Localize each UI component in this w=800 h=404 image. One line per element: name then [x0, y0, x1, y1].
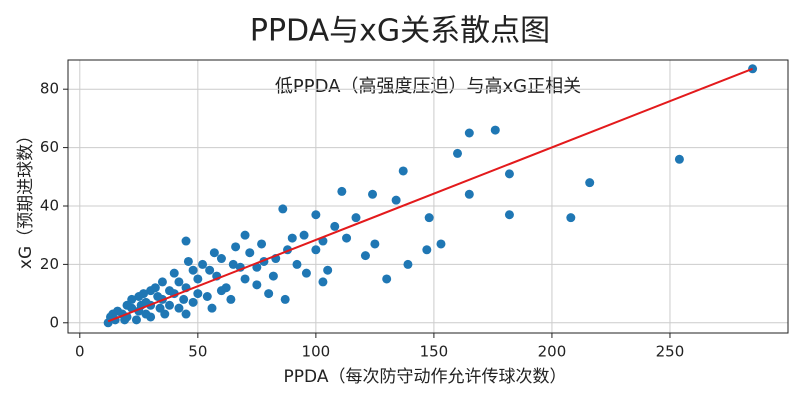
point	[153, 292, 163, 302]
y-tick-label: 20	[40, 255, 59, 273]
point	[127, 294, 137, 304]
point	[382, 274, 392, 284]
point	[165, 286, 175, 296]
point	[150, 283, 160, 293]
point	[370, 239, 380, 249]
point	[464, 189, 474, 199]
point	[403, 259, 413, 269]
point	[181, 236, 191, 246]
point	[504, 210, 514, 220]
point	[207, 303, 217, 313]
point	[301, 268, 311, 278]
chart-title: PPDA与xG关系散点图	[250, 14, 550, 49]
point	[311, 245, 321, 255]
point	[169, 268, 179, 278]
plot-frame	[67, 59, 789, 334]
point	[453, 148, 463, 158]
point	[311, 210, 321, 220]
point	[216, 254, 226, 264]
point	[287, 233, 297, 243]
point	[278, 204, 288, 214]
point	[330, 221, 340, 231]
y-tick-label: 0	[49, 313, 59, 331]
point	[585, 178, 595, 188]
point	[165, 300, 175, 310]
point	[209, 248, 219, 258]
x-tick-label: 50	[188, 343, 207, 361]
y-tick-label: 40	[40, 196, 59, 214]
point	[292, 259, 302, 269]
point	[202, 292, 212, 302]
x-axis-label: PPDA（每次防守动作允许传球次数）	[284, 367, 567, 387]
point	[183, 256, 193, 266]
point	[424, 213, 434, 223]
point	[141, 309, 151, 319]
point	[216, 286, 226, 296]
x-tick-label: 100	[302, 343, 331, 361]
point	[240, 230, 250, 240]
x-tick-label: 150	[420, 343, 449, 361]
point	[464, 128, 474, 138]
annotation: 低PPDA（高强度压迫）与高xG正相关	[275, 76, 581, 97]
point	[131, 315, 141, 325]
point	[174, 277, 184, 287]
point	[181, 309, 191, 319]
point	[422, 245, 432, 255]
point	[351, 213, 361, 223]
x-tick-label: 250	[656, 343, 685, 361]
point	[566, 213, 576, 223]
point	[179, 294, 189, 304]
point	[504, 169, 514, 179]
point	[299, 230, 309, 240]
point	[368, 189, 378, 199]
point	[674, 154, 684, 164]
point	[245, 248, 255, 258]
point	[193, 289, 203, 299]
point	[398, 166, 408, 176]
point	[157, 277, 167, 287]
point	[228, 259, 238, 269]
point	[337, 186, 347, 196]
point	[490, 125, 500, 135]
point	[264, 289, 274, 299]
point	[108, 309, 118, 319]
point	[323, 265, 333, 275]
point	[231, 242, 241, 252]
point	[342, 233, 352, 243]
point	[252, 280, 262, 290]
y-tick-label: 80	[40, 80, 59, 98]
point	[268, 271, 278, 281]
point	[257, 239, 267, 249]
point	[205, 265, 215, 275]
y-axis-label: xG（预期进球数）	[16, 127, 36, 269]
point	[188, 265, 198, 275]
point	[436, 239, 446, 249]
point	[198, 259, 208, 269]
point	[360, 251, 370, 261]
point	[139, 289, 149, 299]
point	[193, 274, 203, 284]
trend-line	[107, 67, 753, 323]
y-tick-label: 60	[40, 138, 59, 156]
point	[120, 315, 130, 325]
point	[252, 262, 262, 272]
point	[280, 294, 290, 304]
point	[174, 303, 184, 313]
point	[226, 294, 236, 304]
x-tick-label: 0	[75, 343, 85, 361]
x-tick-label: 200	[538, 343, 567, 361]
point	[188, 297, 198, 307]
point	[391, 195, 401, 205]
point	[240, 274, 250, 284]
point	[318, 277, 328, 287]
point	[155, 303, 165, 313]
